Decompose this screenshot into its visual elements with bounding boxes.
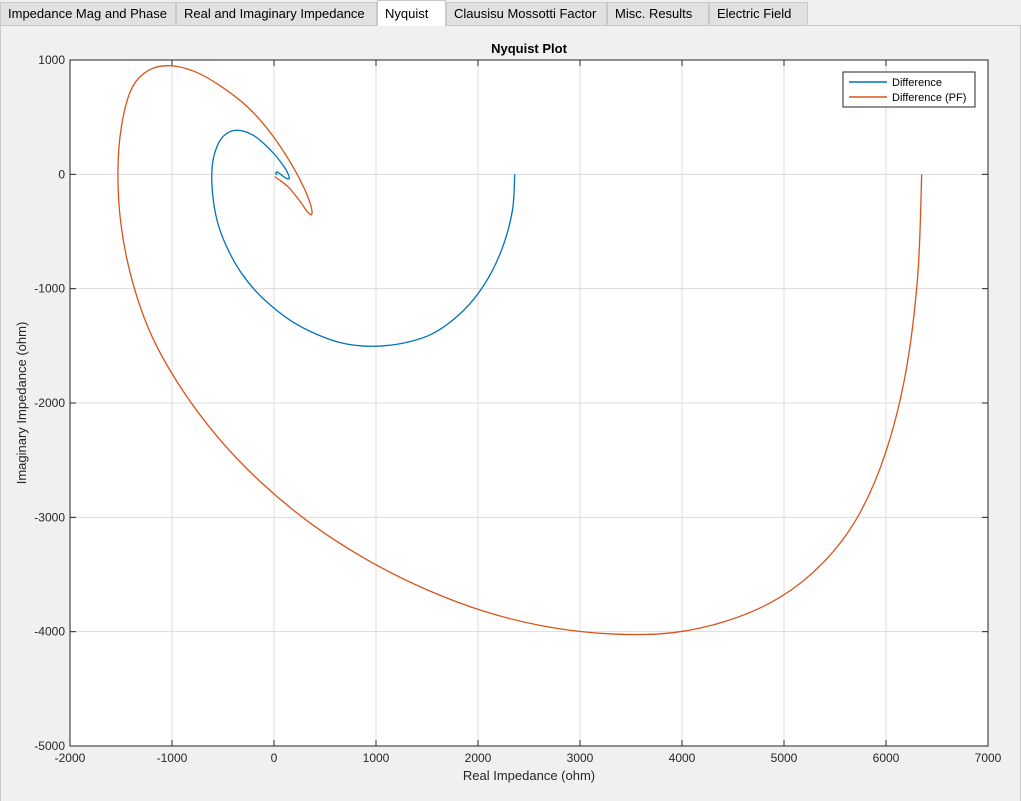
legend-entry-difference: Difference — [892, 77, 942, 89]
y-tick-label: -5000 — [34, 739, 65, 753]
x-tick-label: 4000 — [669, 751, 696, 765]
tab-real-imaginary-impedance[interactable]: Real and Imaginary Impedance — [176, 2, 377, 25]
tab-impedance-mag-phase[interactable]: Impedance Mag and Phase — [0, 2, 176, 25]
tick-labels: -2000 -1000 0 1000 2000 3000 4000 5000 6000 7000 -… — [34, 53, 1001, 765]
tab-misc-results[interactable]: Misc. Results — [607, 2, 709, 25]
tab-electric-field[interactable]: Electric Field — [709, 2, 808, 25]
tab-clausius-mossotti-factor[interactable]: Clausisu Mossotti Factor — [446, 2, 607, 25]
series-line-difference-pf — [117, 65, 923, 636]
plot-area — [117, 65, 923, 636]
tab-bar: Impedance Mag and Phase Real and Imagina… — [0, 0, 1021, 26]
tab-nyquist[interactable]: Nyquist — [377, 0, 446, 26]
x-axis-label: Real Impedance (ohm) — [463, 768, 595, 783]
nyquist-chart: Nyquist Plot -2000 -1000 0 1000 2000 3000 4000… — [14, 41, 1002, 783]
axis-ticks — [69, 59, 989, 747]
x-tick-label: 7000 — [975, 751, 1002, 765]
y-tick-label: 0 — [58, 167, 65, 181]
legend: Difference Difference (PF) — [842, 71, 976, 108]
y-tick-label: -3000 — [34, 510, 65, 524]
y-tick-label: -4000 — [34, 625, 65, 639]
x-tick-label: -2000 — [55, 751, 86, 765]
grid-lines — [70, 60, 988, 746]
x-tick-label: 5000 — [771, 751, 798, 765]
nyquist-panel: Nyquist Plot -2000 -1000 0 1000 2000 3000 4000… — [0, 26, 1021, 801]
x-tick-label: 2000 — [465, 751, 492, 765]
chart-title: Nyquist Plot — [491, 41, 568, 56]
x-tick-label: 6000 — [873, 751, 900, 765]
x-tick-label: -1000 — [157, 751, 188, 765]
y-tick-label: 1000 — [38, 53, 65, 67]
y-tick-label: -1000 — [34, 282, 65, 296]
legend-box — [842, 71, 976, 108]
y-axis-label: Imaginary Impedance (ohm) — [14, 322, 29, 485]
series-line-difference — [211, 129, 516, 347]
x-tick-label: 1000 — [363, 751, 390, 765]
y-tick-label: -2000 — [34, 396, 65, 410]
x-tick-label: 3000 — [567, 751, 594, 765]
x-tick-label: 0 — [271, 751, 278, 765]
legend-entry-difference-pf: Difference (PF) — [892, 92, 966, 104]
